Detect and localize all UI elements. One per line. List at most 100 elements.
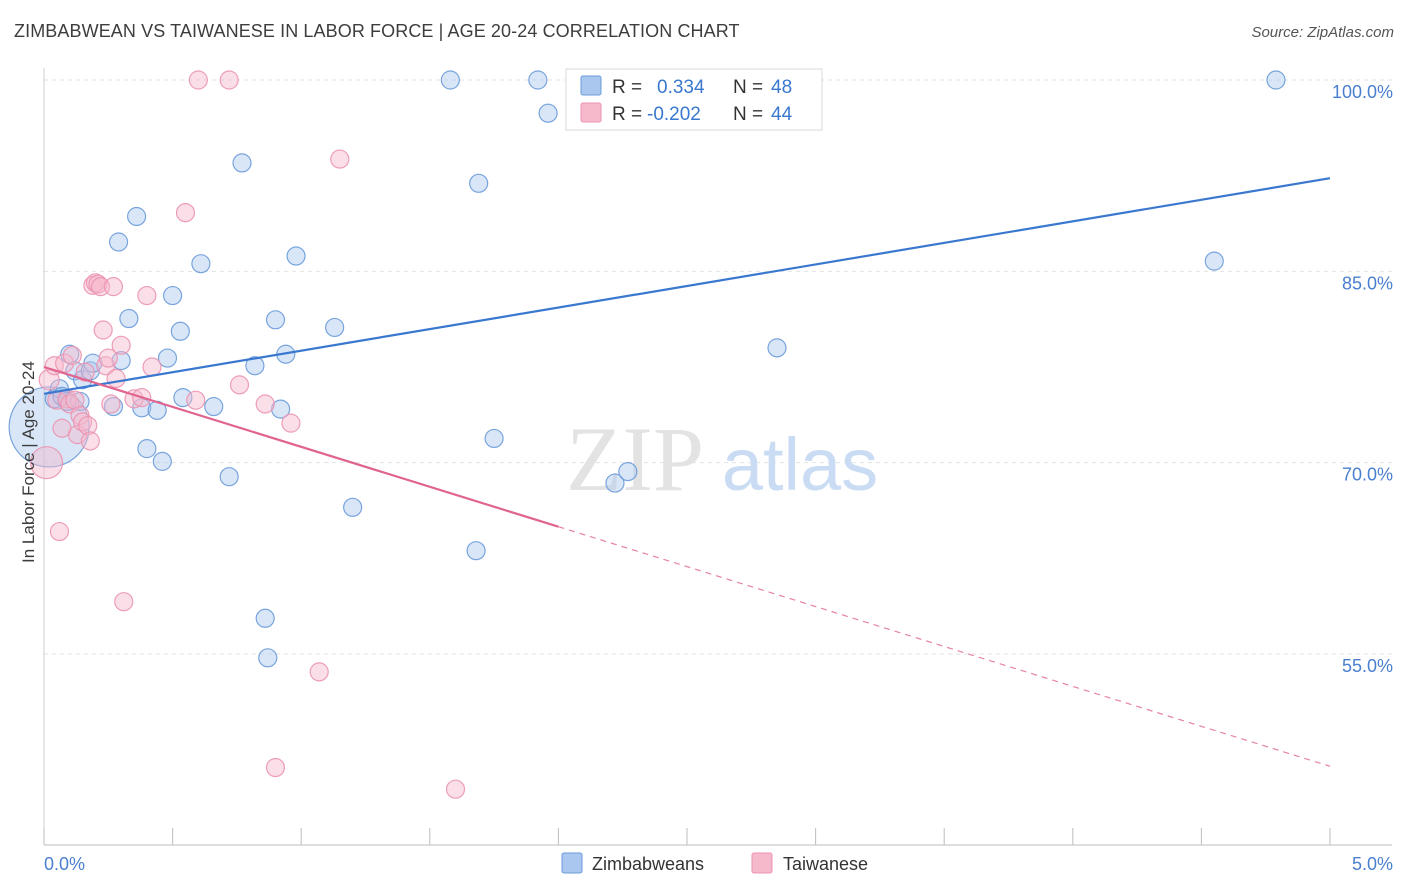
taiwanese-point (186, 390, 206, 410)
zimbabwean-point (103, 396, 124, 417)
chart-title: ZIMBABWEAN VS TAIWANESE IN LABOR FORCE |… (14, 21, 740, 41)
zimbabwean-point (343, 497, 363, 517)
zimbabwean-point (255, 608, 275, 628)
zimbabweans-legend-label: Zimbabweans (592, 854, 704, 874)
zimbabwean-point (469, 173, 489, 193)
zimbabwean-point (767, 338, 787, 358)
zimbabwean-point (618, 461, 638, 482)
zimbabwean-point (265, 310, 286, 330)
zimbabwean-point (245, 356, 265, 376)
taiwanese-point (255, 394, 275, 414)
taiwanese-point (78, 416, 98, 436)
taiwanese-trend-solid (43, 365, 559, 528)
zimbabwean-point (466, 541, 486, 561)
taiwanese-point (65, 390, 85, 410)
taiwanese-point (103, 277, 124, 297)
zimbabwean-point (119, 308, 139, 329)
zimbabwean-point (440, 70, 460, 90)
zimbabwean-point (258, 648, 278, 668)
legend-r-label-blue: R = (612, 77, 642, 98)
legend-n-value-pink: 44 (771, 104, 793, 125)
taiwanese-point (265, 757, 286, 778)
legend-n-label-pink: N = (733, 104, 763, 125)
taiwanese-point (101, 394, 121, 414)
y-axis-label: In Labor Force | Age 20-24 (19, 361, 38, 563)
zimbabwean-trend-solid (43, 177, 1331, 395)
taiwanese-trend-dashed (558, 526, 1331, 767)
taiwanese-swatch (751, 852, 773, 874)
zimbabwean-point (325, 317, 345, 338)
zimbabwean-point (605, 473, 625, 493)
watermark-zip: ZIP (566, 408, 704, 510)
zimbabweans-swatch (561, 852, 583, 874)
zimbabwean-point (1266, 70, 1286, 90)
zimbabwean-point (170, 321, 190, 341)
taiwanese-point (62, 345, 82, 366)
zimbabwean-point (219, 467, 239, 487)
taiwanese-point (445, 779, 466, 799)
taiwanese-point (281, 413, 301, 433)
taiwanese-point (72, 412, 93, 432)
zimbabwean-points (8, 70, 1286, 668)
legend-r-value-blue: 0.334 (657, 77, 705, 98)
taiwanese-point (98, 348, 118, 368)
y-tick-label: 70.0% (1342, 465, 1393, 485)
taiwanese-point (114, 592, 134, 612)
correlation-legend: R = 0.334 N = 48 R = -0.202 N = 44 (565, 68, 823, 131)
y-tick-label: 100.0% (1332, 82, 1393, 102)
zimbabwean-point (484, 428, 504, 449)
taiwanese-point (54, 353, 75, 373)
legend-blue-swatch (580, 75, 602, 96)
legend-r-label-pink: R = (612, 104, 642, 125)
taiwanese-point (175, 203, 196, 223)
zimbabwean-point (528, 70, 548, 90)
zimbabwean-point (152, 451, 172, 471)
zimbabwean-point (163, 285, 183, 306)
taiwanese-point (219, 70, 239, 90)
zimbabwean-point (232, 153, 252, 173)
y-tick-label: 85.0% (1342, 273, 1393, 293)
zimbabwean-point (286, 246, 306, 266)
taiwanese-point (96, 356, 116, 376)
zimbabwean-point (126, 206, 147, 227)
legend-n-label-blue: N = (733, 77, 763, 98)
watermark-atlas: atlas (722, 423, 878, 506)
series-legend: Zimbabweans Taiwanese (561, 852, 868, 874)
trend-lines (43, 177, 1331, 767)
tick-labels: 55.0% 70.0% 85.0% 100.0% 0.0% 5.0% (44, 82, 1393, 874)
zimbabwean-point (204, 396, 224, 417)
taiwanese-point (137, 285, 157, 306)
taiwanese-legend-label: Taiwanese (783, 854, 868, 874)
taiwanese-point (29, 446, 64, 480)
taiwanese-point (309, 662, 329, 682)
taiwanese-point (75, 362, 95, 382)
zimbabwean-point (137, 439, 157, 459)
legend-r-value-pink: -0.202 (647, 104, 701, 125)
y-tick-label: 55.0% (1342, 656, 1393, 676)
taiwanese-points (29, 70, 466, 799)
taiwanese-point (88, 274, 108, 294)
taiwanese-point (80, 431, 100, 451)
source-label: Source: ZipAtlas.com (1251, 24, 1394, 41)
axes (43, 68, 1392, 846)
taiwanese-point (142, 357, 162, 377)
zimbabwean-point (191, 254, 211, 274)
legend-n-value-blue: 48 (771, 77, 792, 98)
taiwanese-point (93, 320, 113, 340)
taiwanese-point (188, 70, 208, 90)
taiwanese-point (229, 375, 250, 395)
taiwanese-point (330, 149, 350, 169)
zimbabwean-point (271, 399, 291, 419)
zimbabwean-point (108, 232, 129, 252)
legend-pink-swatch (580, 102, 602, 123)
zimbabwean-point (157, 348, 178, 368)
grid-lines (44, 79, 1392, 655)
taiwanese-point (106, 368, 126, 389)
x-tick-label: 5.0% (1352, 854, 1393, 874)
taiwanese-point (49, 521, 70, 542)
zimbabwean-point (1204, 251, 1224, 271)
x-tick-label: 0.0% (44, 854, 85, 874)
taiwanese-point (111, 335, 131, 355)
zimbabwean-point (538, 103, 558, 123)
